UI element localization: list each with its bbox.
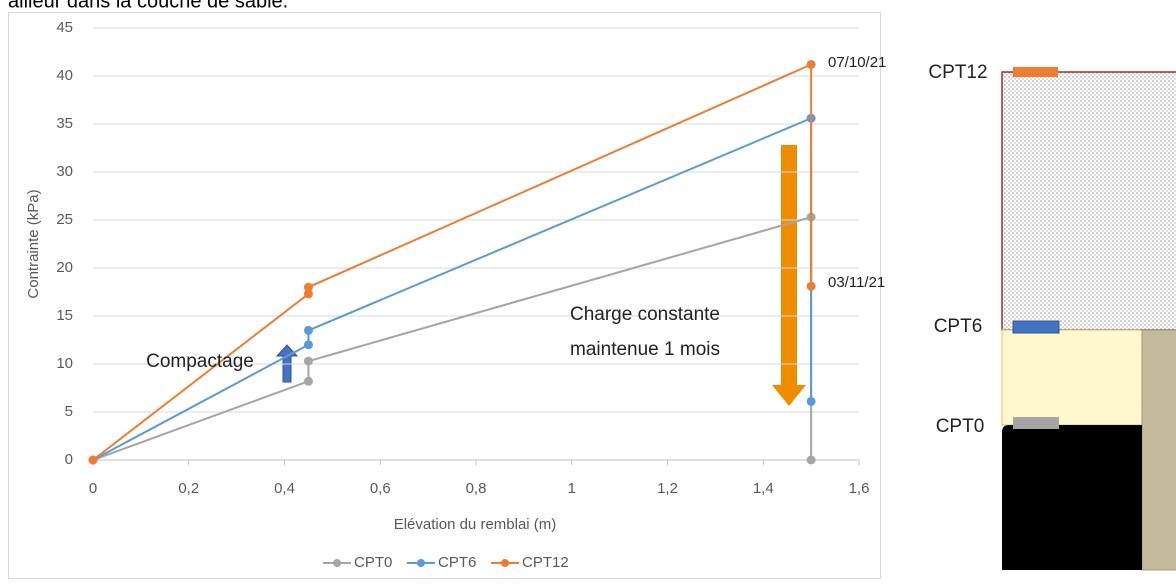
y-tick-label: 25	[56, 211, 73, 228]
data-point	[304, 357, 313, 366]
data-point	[304, 326, 313, 335]
series-line	[93, 118, 811, 460]
data-point	[807, 282, 816, 291]
legend-marker	[501, 559, 509, 567]
annotation: maintenue 1 mois	[570, 339, 720, 360]
annotation: 03/11/21	[828, 274, 885, 291]
annotation: 07/10/21	[828, 54, 886, 71]
x-axis-title: Elévation du remblai (m)	[394, 516, 557, 533]
data-point	[807, 397, 816, 406]
annotation: Compactage	[146, 351, 254, 372]
x-tick-label: 0,8	[466, 480, 487, 497]
y-tick-label: 20	[56, 259, 73, 276]
y-tick-label: 40	[56, 67, 73, 84]
x-tick-label: 1,4	[753, 480, 774, 497]
chart-frame	[9, 13, 881, 579]
y-tick-label: 15	[56, 307, 73, 324]
y-tick-label: 30	[56, 163, 73, 180]
data-point	[807, 456, 816, 465]
legend-label: CPT0	[354, 554, 392, 571]
x-tick-label: 1,6	[849, 480, 870, 497]
caption: ailleur dans la couche de sable.	[8, 0, 288, 12]
data-point	[807, 60, 816, 69]
x-tick-label: 1	[568, 480, 576, 497]
y-tick-label: 45	[56, 19, 73, 36]
sensor-cpt12	[1013, 67, 1058, 77]
page: ailleur dans la couche de sable. Elévati…	[0, 0, 1176, 580]
sand-layer	[1002, 330, 1142, 425]
x-tick-label: 0,4	[274, 480, 295, 497]
legend-label: CPT12	[522, 554, 569, 571]
base-layer	[1002, 425, 1142, 570]
y-axis-title: Contrainte (kPa)	[25, 189, 42, 298]
data-point	[304, 377, 313, 386]
legend-marker	[333, 559, 341, 567]
sand-fill	[1002, 72, 1176, 330]
legend-label: CPT6	[438, 554, 476, 571]
x-tick-label: 0	[89, 480, 97, 497]
x-tick-label: 0,2	[178, 480, 199, 497]
y-tick-label: 0	[65, 451, 73, 468]
y-tick-label: 5	[65, 403, 73, 420]
data-point	[304, 340, 313, 349]
x-tick-label: 1,2	[657, 480, 678, 497]
x-tick-label: 0,6	[370, 480, 391, 497]
diagram-label: CPT12	[928, 62, 987, 83]
load-arrow	[772, 145, 806, 406]
diagram-label: CPT0	[936, 416, 985, 437]
data-point	[89, 456, 98, 465]
side-wall	[1142, 330, 1176, 570]
data-point	[304, 283, 313, 292]
y-tick-label: 10	[56, 355, 73, 372]
sensor-cpt0	[1013, 417, 1059, 429]
legend-marker	[417, 559, 425, 567]
sensor-cpt6	[1013, 321, 1059, 333]
y-tick-label: 35	[56, 115, 73, 132]
diagram-label: CPT6	[934, 316, 983, 337]
annotation: Charge constante	[570, 304, 720, 325]
diagram: CPT12 CPT6 CPT0	[928, 62, 1176, 570]
